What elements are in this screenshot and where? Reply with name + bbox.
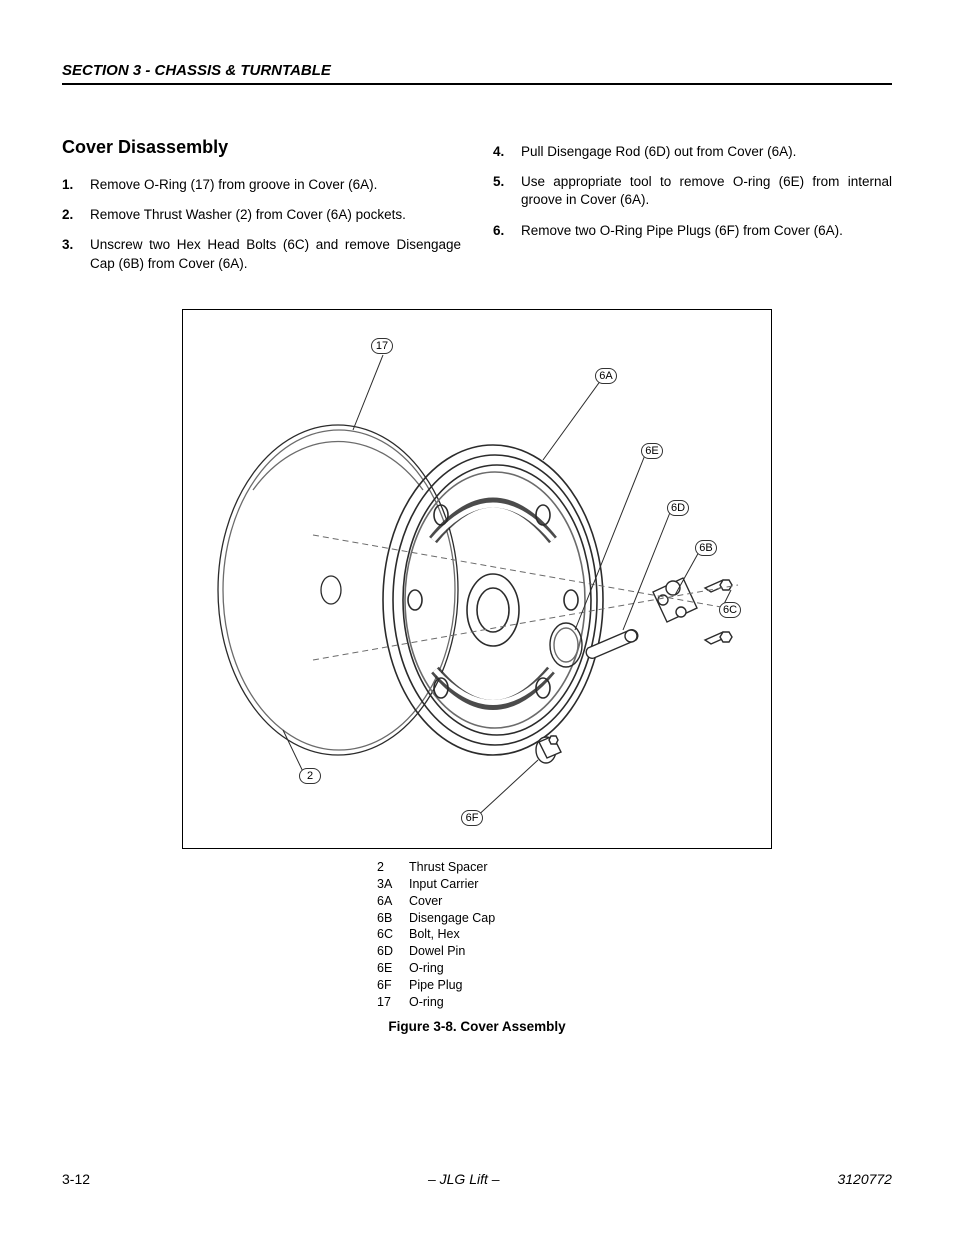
callout-6a: 6A [595, 368, 617, 384]
footer-title: – JLG Lift – [428, 1171, 500, 1187]
parts-row: 6EO-ring [377, 960, 577, 977]
part-name: Disengage Cap [409, 910, 495, 927]
step-number: 5. [493, 173, 504, 191]
right-steps: 4. Pull Disengage Rod (6D) out from Cover… [493, 143, 892, 240]
step-number: 6. [493, 222, 504, 240]
parts-row: 17O-ring [377, 994, 577, 1011]
section-header: SECTION 3 - CHASSIS & TURNTABLE [62, 62, 892, 85]
callout-6f: 6F [461, 810, 483, 826]
step-text: Remove O-Ring (17) from groove in Cover … [90, 177, 377, 192]
subheading: Cover Disassembly [62, 137, 461, 158]
step-3: 3.Unscrew two Hex Head Bolts (6C) and re… [90, 236, 461, 272]
parts-list: 2Thrust Spacer 3AInput Carrier 6ACover 6… [377, 859, 577, 1011]
part-code: 6F [377, 977, 409, 994]
callout-6b: 6B [695, 540, 717, 556]
part-name: Dowel Pin [409, 943, 465, 960]
parts-row: 6CBolt, Hex [377, 926, 577, 943]
part-code: 6C [377, 926, 409, 943]
part-code: 2 [377, 859, 409, 876]
part-code: 6D [377, 943, 409, 960]
part-name: O-ring [409, 994, 444, 1011]
step-number: 4. [493, 143, 504, 161]
footer-doc-number: 3120772 [837, 1171, 892, 1187]
step-4: 4.Pull Disengage Rod (6D) out from Cover… [521, 143, 892, 161]
callout-6c: 6C [719, 602, 741, 618]
part-name: Pipe Plug [409, 977, 463, 994]
part-code: 6A [377, 893, 409, 910]
step-number: 3. [62, 236, 73, 254]
callout-6e: 6E [641, 443, 663, 459]
step-5: 5.Use appropriate tool to remove O-ring … [521, 173, 892, 209]
left-steps: 1. Remove O-Ring (17) from groove in Cove… [62, 176, 461, 273]
part-name: Input Carrier [409, 876, 478, 893]
step-text: Remove two O-Ring Pipe Plugs (6F) from C… [521, 223, 843, 238]
callout-17: 17 [371, 338, 393, 354]
part-name: Thrust Spacer [409, 859, 488, 876]
part-name: O-ring [409, 960, 444, 977]
step-text: Unscrew two Hex Head Bolts (6C) and remo… [90, 237, 461, 270]
callout-2: 2 [299, 768, 321, 784]
step-text: Remove Thrust Washer (2) from Cover (6A)… [90, 207, 406, 222]
part-name: Cover [409, 893, 442, 910]
parts-row: 6FPipe Plug [377, 977, 577, 994]
step-6: 6.Remove two O-Ring Pipe Plugs (6F) from… [521, 222, 892, 240]
figure-box: 17 6A 6E 6D 6B 6C 2 6F [182, 309, 772, 849]
parts-row: 3AInput Carrier [377, 876, 577, 893]
part-code: 6B [377, 910, 409, 927]
parts-row: 6DDowel Pin [377, 943, 577, 960]
cover-assembly-diagram [183, 310, 773, 850]
callout-6d: 6D [667, 500, 689, 516]
parts-row: 2Thrust Spacer [377, 859, 577, 876]
part-code: 17 [377, 994, 409, 1011]
step-number: 1. [62, 176, 73, 194]
step-2: 2.Remove Thrust Washer (2) from Cover (6… [90, 206, 461, 224]
right-column: 4. Pull Disengage Rod (6D) out from Cover… [493, 137, 892, 285]
figure-caption: Figure 3-8. Cover Assembly [62, 1019, 892, 1034]
footer-page-number: 3-12 [62, 1171, 90, 1187]
page-footer: 3-12 – JLG Lift – 3120772 [62, 1171, 892, 1187]
step-1: 1.Remove O-Ring (17) from groove in Cove… [90, 176, 461, 194]
part-code: 6E [377, 960, 409, 977]
parts-row: 6BDisengage Cap [377, 910, 577, 927]
content-columns: Cover Disassembly 1. Remove O-Ring (17) f… [62, 137, 892, 285]
part-code: 3A [377, 876, 409, 893]
left-column: Cover Disassembly 1. Remove O-Ring (17) f… [62, 137, 461, 285]
step-number: 2. [62, 206, 73, 224]
step-text: Use appropriate tool to remove O-ring (6… [521, 174, 892, 207]
step-text: Pull Disengage Rod (6D) out from Cover (… [521, 144, 796, 159]
part-name: Bolt, Hex [409, 926, 460, 943]
parts-row: 6ACover [377, 893, 577, 910]
